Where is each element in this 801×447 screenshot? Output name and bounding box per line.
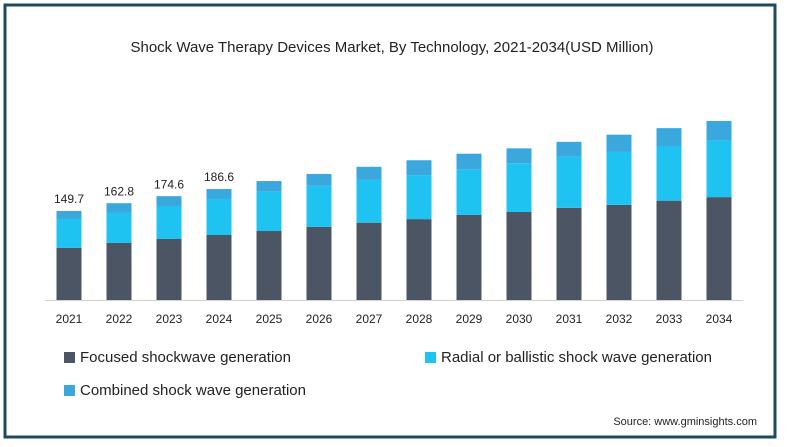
- bar-segment: [606, 204, 632, 300]
- bar-segment: [156, 238, 182, 300]
- bar-segment: [706, 197, 732, 300]
- bar-segment: [506, 163, 532, 212]
- x-tick-label: 2032: [606, 312, 633, 326]
- x-tick-label: 2023: [156, 312, 183, 326]
- bar-segment: [256, 231, 282, 300]
- bar-segment: [356, 179, 382, 223]
- bar-segment: [256, 181, 282, 192]
- x-tick-label: 2022: [106, 312, 133, 326]
- legend-swatch: [64, 352, 75, 363]
- x-tick-label: 2034: [706, 312, 733, 326]
- bar-segment: [456, 153, 482, 170]
- bar-segment: [706, 121, 732, 141]
- bar-segment: [156, 205, 182, 239]
- bar-segment: [656, 128, 682, 146]
- x-tick-label: 2024: [206, 312, 233, 326]
- total-label: 186.6: [204, 170, 234, 184]
- bar-segment: [506, 211, 532, 300]
- bar-segment: [206, 235, 232, 300]
- bar-segment: [456, 214, 482, 300]
- bar-segment: [106, 212, 132, 243]
- chart-title: Shock Wave Therapy Devices Market, By Te…: [130, 39, 653, 56]
- legend-swatch: [64, 385, 75, 396]
- bar-segment: [706, 140, 732, 198]
- x-tick-label: 2029: [456, 312, 483, 326]
- bar-segment: [206, 189, 232, 199]
- bar-segment: [556, 141, 582, 157]
- bar-segment: [406, 219, 432, 300]
- bar-segment: [106, 203, 132, 213]
- bar-segment: [256, 191, 282, 232]
- x-tick-label: 2028: [406, 312, 433, 326]
- bar-segment: [406, 160, 432, 176]
- bar-segment: [306, 226, 332, 300]
- source: Source: www.gminsights.com: [613, 416, 757, 428]
- bar-segment: [556, 156, 582, 208]
- legend-swatch: [425, 352, 436, 363]
- x-tick-label: 2030: [506, 312, 533, 326]
- bar-segment: [456, 169, 482, 215]
- legend-label: Focused shockwave generation: [80, 349, 291, 366]
- x-tick-label: 2025: [256, 312, 283, 326]
- bar-segment: [306, 173, 332, 186]
- x-tick-label: 2021: [56, 312, 83, 326]
- bar-segment: [56, 218, 82, 248]
- total-label: 149.7: [54, 192, 84, 206]
- bar-segment: [356, 166, 382, 180]
- bar-segment: [156, 196, 182, 206]
- total-label: 162.8: [104, 184, 134, 198]
- legend-label: Radial or ballistic shock wave generatio…: [441, 349, 712, 366]
- frame: [3, 3, 777, 439]
- x-tick-label: 2033: [656, 312, 683, 326]
- bar-segment: [406, 175, 432, 220]
- bar-segment: [356, 222, 382, 300]
- bar-segment: [206, 198, 232, 236]
- bar-segment: [506, 148, 532, 164]
- bar-segment: [56, 247, 82, 300]
- bar-segment: [656, 200, 682, 300]
- x-tick-label: 2027: [356, 312, 383, 326]
- bar-segment: [56, 210, 82, 219]
- bar-segment: [306, 185, 332, 227]
- bar-segment: [606, 134, 632, 152]
- x-tick-label: 2026: [306, 312, 333, 326]
- total-label: 174.6: [154, 177, 184, 191]
- bar-segment: [606, 151, 632, 205]
- legend-label: Combined shock wave generation: [80, 382, 306, 399]
- x-tick-label: 2031: [556, 312, 583, 326]
- bar-segment: [106, 242, 132, 300]
- bar-segment: [556, 207, 582, 300]
- bar-segment: [656, 145, 682, 201]
